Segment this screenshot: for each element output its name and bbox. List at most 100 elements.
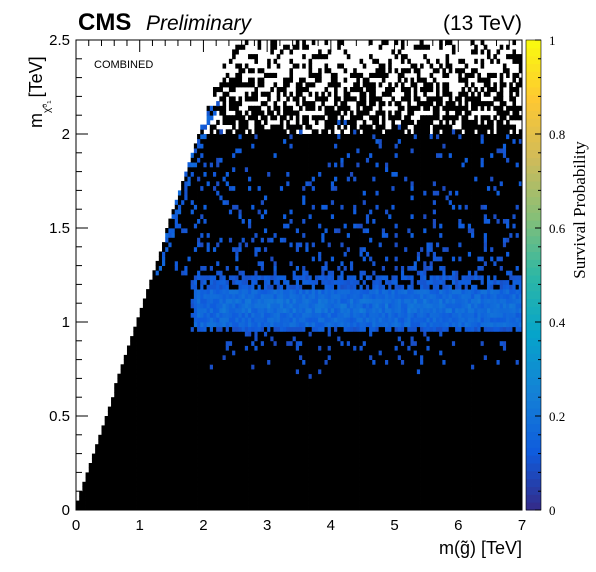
heatmap-cell xyxy=(274,115,278,120)
heatmap-cell xyxy=(309,195,313,200)
heatmap-cell xyxy=(121,491,125,496)
heatmap-cell xyxy=(140,407,144,412)
heatmap-cell xyxy=(184,266,188,271)
heatmap-cell xyxy=(309,407,313,412)
heatmap-cell xyxy=(296,162,300,167)
heatmap-cell xyxy=(210,195,214,200)
heatmap-cell xyxy=(159,449,163,454)
heatmap-cell xyxy=(235,223,239,228)
heatmap-cell xyxy=(172,266,176,271)
heatmap-cell xyxy=(178,308,182,313)
heatmap-cell xyxy=(261,303,265,308)
heatmap-cell xyxy=(299,125,303,130)
heatmap-cell xyxy=(238,143,242,148)
heatmap-cell xyxy=(238,205,242,210)
heatmap-cell xyxy=(302,355,306,360)
heatmap-cell xyxy=(207,336,211,341)
heatmap-cell xyxy=(318,444,322,449)
heatmap-cell xyxy=(184,336,188,341)
heatmap-cell xyxy=(232,101,236,106)
heatmap-cell xyxy=(238,360,242,365)
heatmap-cell xyxy=(223,393,227,398)
heatmap-cell xyxy=(210,261,214,266)
heatmap-cell xyxy=(309,336,313,341)
heatmap-cell xyxy=(152,374,156,379)
heatmap-cell xyxy=(216,501,220,506)
heatmap-cell xyxy=(197,383,201,388)
heatmap-cell xyxy=(188,205,192,210)
heatmap-cell xyxy=(289,209,293,214)
heatmap-cell xyxy=(133,440,137,445)
heatmap-cell xyxy=(175,482,179,487)
heatmap-cell xyxy=(175,299,179,304)
heatmap-cell xyxy=(200,228,204,233)
heatmap-cell xyxy=(232,313,236,318)
heatmap-cell xyxy=(178,482,182,487)
heatmap-cell xyxy=(267,261,271,266)
heatmap-cell xyxy=(274,82,278,87)
heatmap-cell xyxy=(299,336,303,341)
heatmap-cell xyxy=(293,261,297,266)
heatmap-cell xyxy=(207,261,211,266)
heatmap-cell xyxy=(143,317,147,322)
heatmap-cell xyxy=(229,402,233,407)
heatmap-cell xyxy=(175,378,179,383)
heatmap-cell xyxy=(309,134,313,139)
heatmap-cell xyxy=(299,327,303,332)
heatmap-cell xyxy=(216,195,220,200)
heatmap-cell xyxy=(216,129,220,134)
heatmap-cell xyxy=(210,331,214,336)
heatmap-cell xyxy=(181,266,185,271)
heatmap-cell xyxy=(149,449,153,454)
heatmap-cell xyxy=(172,360,176,365)
heatmap-cell xyxy=(200,364,204,369)
heatmap-cell xyxy=(242,82,246,87)
heatmap-cell xyxy=(175,411,179,416)
heatmap-cell xyxy=(121,496,125,501)
heatmap-cell xyxy=(280,256,284,261)
heatmap-cell xyxy=(277,106,281,111)
heatmap-cell xyxy=(219,430,223,435)
heatmap-cell xyxy=(299,393,303,398)
heatmap-cell xyxy=(274,228,278,233)
heatmap-cell xyxy=(296,435,300,440)
heatmap-cell xyxy=(149,383,153,388)
heatmap-cell xyxy=(309,369,313,374)
heatmap-cell xyxy=(254,374,258,379)
heatmap-cell xyxy=(210,322,214,327)
heatmap-cell xyxy=(162,284,166,289)
heatmap-cell xyxy=(219,176,223,181)
heatmap-cell xyxy=(108,458,112,463)
heatmap-cell xyxy=(117,411,121,416)
heatmap-cell xyxy=(245,416,249,421)
heatmap-cell xyxy=(172,313,176,318)
heatmap-cell xyxy=(312,270,316,275)
heatmap-cell xyxy=(178,294,182,299)
heatmap-cell xyxy=(242,289,246,294)
heatmap-cell xyxy=(309,327,313,332)
heatmap-cell xyxy=(267,449,271,454)
heatmap-cell xyxy=(280,153,284,158)
heatmap-cell xyxy=(289,200,293,205)
heatmap-cell xyxy=(162,416,166,421)
heatmap-cell xyxy=(299,172,303,177)
heatmap-cell xyxy=(216,148,220,153)
heatmap-cell xyxy=(283,247,287,252)
heatmap-cell xyxy=(232,139,236,144)
heatmap-cell xyxy=(289,482,293,487)
heatmap-cell xyxy=(235,364,239,369)
heatmap-cell xyxy=(200,190,204,195)
heatmap-cell xyxy=(309,289,313,294)
heatmap-cell xyxy=(261,364,265,369)
heatmap-cell xyxy=(175,336,179,341)
heatmap-cell xyxy=(277,496,281,501)
heatmap-cell xyxy=(223,134,227,139)
heatmap-cell xyxy=(312,148,316,153)
heatmap-cell xyxy=(188,374,192,379)
heatmap-cell xyxy=(207,331,211,336)
heatmap-cell xyxy=(175,374,179,379)
heatmap-cell xyxy=(248,393,252,398)
heatmap-cell xyxy=(238,134,242,139)
heatmap-cell xyxy=(299,440,303,445)
heatmap-cell xyxy=(143,477,147,482)
